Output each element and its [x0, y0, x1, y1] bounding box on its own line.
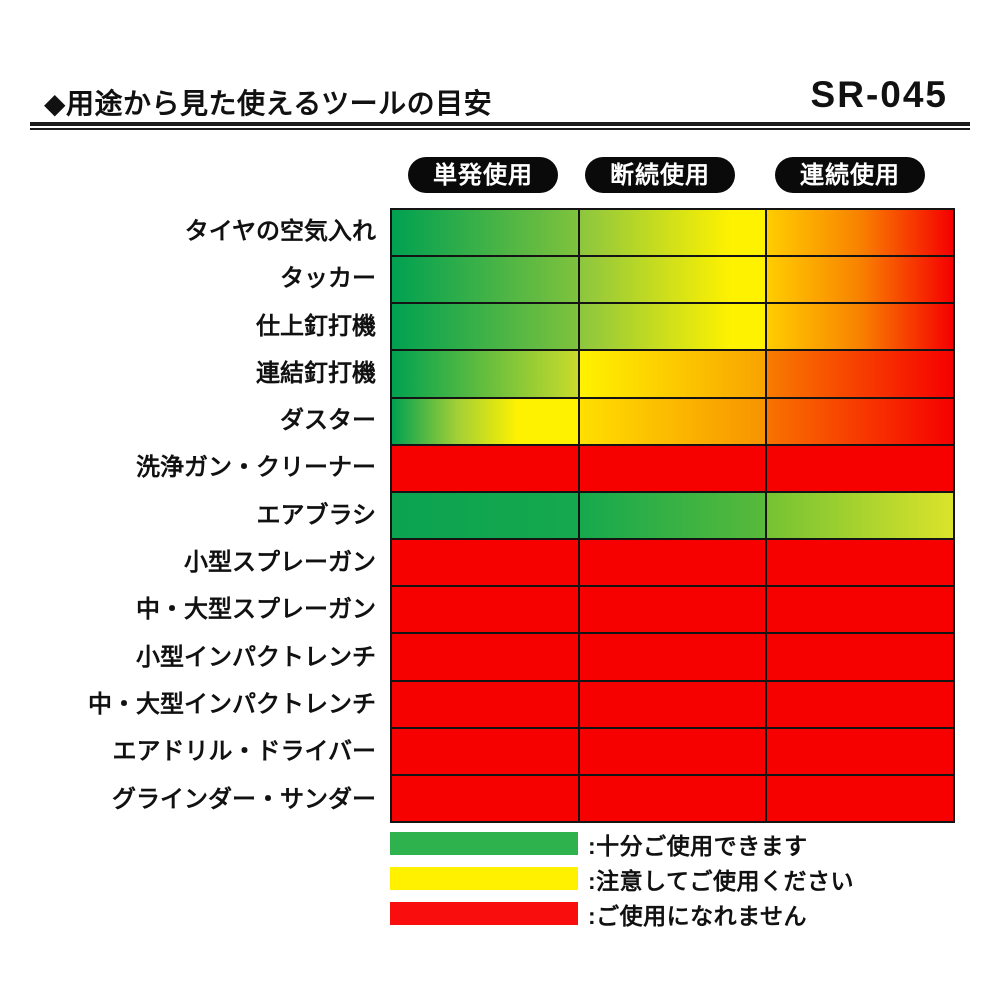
row-label: 連結釘打機: [256, 359, 376, 387]
heatmap-cell-r7-c0: [392, 540, 578, 586]
heatmap-cell-r8-c0: [392, 587, 578, 633]
model-code: SR-045: [810, 74, 948, 115]
row-label: 中・大型スプレーガン: [136, 596, 376, 624]
header-rule: [30, 122, 970, 130]
row-label: 洗浄ガン・クリーナー: [136, 454, 376, 482]
row-label: 仕上釘打機: [256, 312, 376, 340]
row-labels: タイヤの空気入れタッカー仕上釘打機連結釘打機ダスター洗浄ガン・クリーナーエアブラ…: [0, 208, 376, 823]
legend-swatch: [390, 867, 578, 890]
heatmap-cell-r7-c2: [767, 540, 953, 586]
legend: :十分ご使用できます :注意してご使用ください :ご使用になれません: [390, 832, 854, 937]
heatmap-cell-r0-c0: [392, 210, 578, 256]
heatmap-cell-r1-c2: [767, 257, 953, 303]
heatmap-cell-r4-c2: [767, 398, 953, 444]
heatmap-cell-r0-c1: [579, 210, 766, 256]
legend-row: :ご使用になれません: [390, 902, 854, 929]
heatmap-cell-r2-c2: [767, 304, 953, 350]
heatmap-cell-r6-c0: [392, 492, 578, 539]
heatmap-cell-r4-c0: [392, 398, 578, 444]
heatmap-cell-r7-c1: [579, 540, 766, 586]
column-header-pill-2: 連続使用: [775, 157, 925, 193]
legend-swatch: [390, 902, 578, 925]
row-label: 小型スプレーガン: [184, 549, 376, 577]
heatmap-cell-r5-c0: [392, 445, 578, 491]
legend-label: :十分ご使用できます: [588, 832, 808, 859]
heatmap-cell-r2-c1: [579, 304, 766, 350]
heatmap-cell-r0-c2: [767, 210, 953, 256]
heatmap-cell-r5-c1: [579, 445, 766, 491]
heatmap-cell-r12-c1: [579, 775, 766, 821]
legend-swatch: [390, 832, 578, 855]
heatmap-cell-r6-c2: [767, 492, 953, 539]
row-label: 小型インパクトレンチ: [136, 643, 376, 671]
heatmap-cell-r10-c2: [767, 681, 953, 727]
heatmap-cell-r11-c1: [579, 728, 766, 774]
heatmap-cell-r9-c2: [767, 634, 953, 680]
row-label: 中・大型インパクトレンチ: [88, 690, 376, 718]
heatmap-cell-r1-c0: [392, 257, 578, 303]
row-label: タイヤの空気入れ: [184, 218, 376, 245]
page-title: ◆用途から見た使えるツールの目安: [44, 88, 493, 119]
heatmap-cell-r3-c1: [579, 351, 766, 397]
heatmap-cell-r4-c1: [579, 398, 766, 444]
column-header-pill-1: 断続使用: [585, 157, 735, 193]
heatmap-cell-r10-c0: [392, 681, 578, 727]
heatmap-cell-r9-c0: [392, 634, 578, 680]
heatmap-cell-r11-c2: [767, 728, 953, 774]
heatmap-cell-r3-c2: [767, 351, 953, 397]
row-label: グラインダー・サンダー: [112, 785, 376, 813]
heatmap-cell-r5-c2: [767, 445, 953, 491]
legend-label: :ご使用になれません: [588, 902, 807, 929]
heatmap-cell-r2-c0: [392, 304, 578, 350]
legend-row: :十分ご使用できます: [390, 832, 854, 859]
heatmap-cell-r10-c1: [579, 681, 766, 727]
heatmap-cell-r12-c0: [392, 775, 578, 821]
column-header-pill-0: 単発使用: [408, 157, 558, 193]
heatmap-cell-r11-c0: [392, 728, 578, 774]
legend-row: :注意してご使用ください: [390, 867, 854, 894]
heatmap-cell-r3-c0: [392, 351, 578, 397]
row-label: エアブラシ: [256, 501, 376, 529]
heatmap-cell-r8-c2: [767, 587, 953, 633]
heatmap-cell-r6-c1: [579, 492, 766, 539]
usage-heatmap-grid: [390, 208, 955, 823]
row-label: ダスター: [280, 407, 376, 435]
row-label: エアドリル・ドライバー: [112, 738, 376, 766]
heatmap-cell-r1-c1: [579, 257, 766, 303]
legend-label: :注意してご使用ください: [588, 867, 854, 894]
row-label: タッカー: [280, 265, 376, 293]
heatmap-cell-r8-c1: [579, 587, 766, 633]
heatmap-cell-r9-c1: [579, 634, 766, 680]
heatmap-cell-r12-c2: [767, 775, 953, 821]
